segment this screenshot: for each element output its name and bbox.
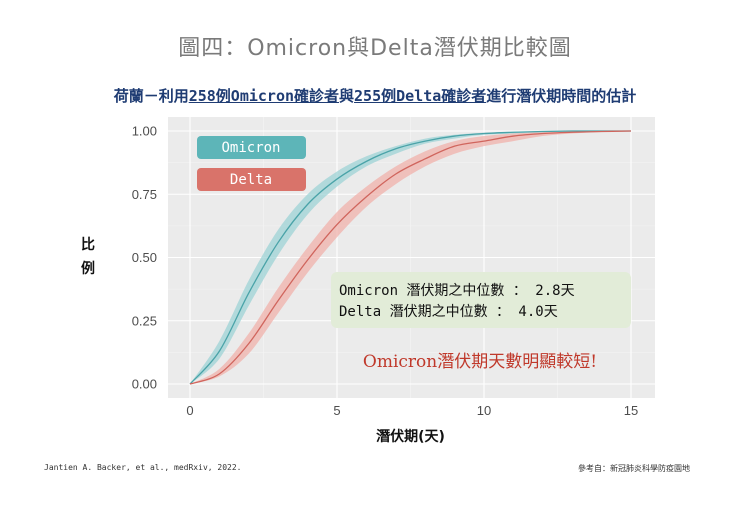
x-axis-label: 潛伏期(天) [376, 428, 445, 445]
chart-subtitle: 荷蘭－利用258例Omicron確診者與255例Delta確診者進行潛伏期時間的… [0, 85, 750, 106]
subtitle-part1: 荷蘭－利用 [113, 87, 189, 105]
median-delta-text: Delta 潛伏期之中位數 ： 4.0天 [339, 304, 558, 320]
median-omicron-text: Omicron 潛伏期之中位數 ： 2.8天 [339, 283, 575, 299]
omicron-shorter-annotation: Omicron潛伏期天數明顯較短! [363, 352, 597, 372]
y-axis-label-line1: 比 [81, 237, 95, 253]
subtitle-omicron-count: 258例Omicron確診者 [188, 87, 340, 105]
y-tick-label: 0.00 [132, 377, 157, 392]
delta-ci-band [190, 130, 631, 384]
x-tick-label: 0 [186, 403, 193, 418]
y-tick-label: 0.50 [132, 250, 157, 265]
legend-label-omicron: Omicron [221, 140, 280, 156]
subtitle-delta-count: 255例Delta確診者 [354, 87, 487, 105]
y-axis-label: 比 例 [78, 233, 98, 281]
y-tick-label: 0.25 [132, 313, 157, 328]
omicron-series-line [189, 130, 631, 385]
legend-chip-omicron [197, 136, 306, 159]
y-tick-label: 1.00 [132, 124, 157, 139]
legend-chip-delta [197, 168, 306, 191]
source-citation: Jantien A. Backer, et al., medRxiv, 2022… [44, 463, 242, 472]
subtitle-part3: 與 [339, 87, 355, 105]
x-tick-label: 5 [333, 403, 340, 418]
x-tick-label: 10 [477, 403, 491, 418]
y-axis-label-line2: 例 [81, 261, 95, 277]
y-tick-label: 0.75 [132, 187, 157, 202]
reference-note: 參考自：新冠肺炎科學防疫園地 [578, 464, 690, 473]
legend-label-delta: Delta [230, 172, 272, 188]
x-tick-label: 15 [624, 403, 638, 418]
subtitle-part5: 進行潛伏期時間的估計 [486, 87, 637, 105]
delta-series-line [189, 130, 632, 385]
median-box [331, 272, 631, 328]
page-title: 圖四：Omicron與Delta潛伏期比較圖 [178, 36, 572, 61]
